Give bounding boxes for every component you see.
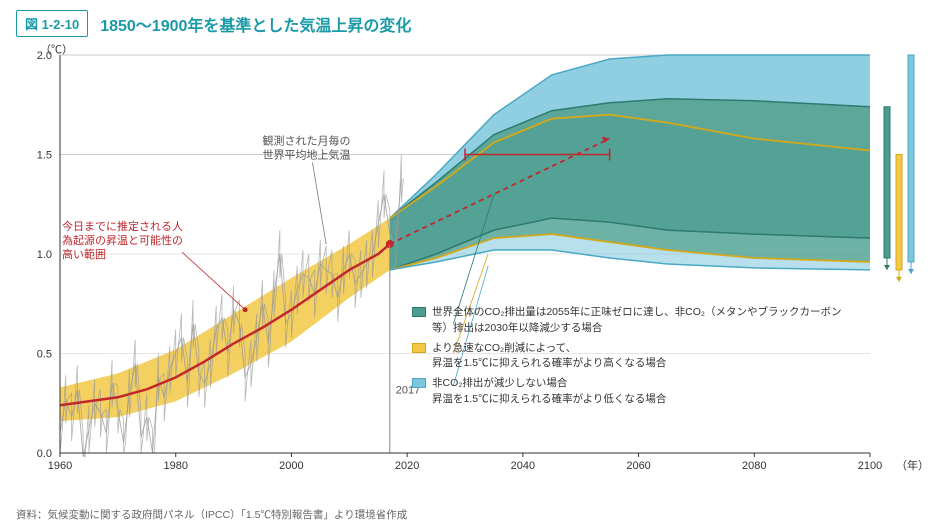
svg-text:観測された月毎の: 観測された月毎の [263,134,351,148]
legend-item-yellow: より急速なCO₂削減によって、 昇温を1.5℃に抑えられる確率がより高くなる場合 [412,341,842,373]
svg-text:1.5: 1.5 [37,150,52,162]
svg-text:1980: 1980 [163,460,187,472]
svg-text:0.5: 0.5 [37,349,52,361]
svg-text:高い範囲: 高い範囲 [62,247,106,261]
svg-text:（℃）: （℃） [40,43,73,56]
svg-text:為起源の昇温と可能性の: 為起源の昇温と可能性の [62,233,183,247]
svg-text:1.0: 1.0 [37,249,52,261]
svg-text:世界平均地上気温: 世界平均地上気温 [263,148,351,162]
chart-svg: 0.00.51.01.52.0（℃）1960198020002020204020… [12,43,932,483]
svg-text:2040: 2040 [511,460,535,472]
svg-text:2080: 2080 [742,460,766,472]
svg-text:2060: 2060 [626,460,650,472]
header: 図 1-2-10 1850～1900年を基準とした気温上昇の変化 [0,0,946,43]
figure-badge: 図 1-2-10 [16,10,88,37]
source-text: 資料：気候変動に関する政府間パネル（IPCC）「1.5℃特別報告書」より環境省作… [16,507,407,522]
chart-container: 0.00.51.01.52.0（℃）1960198020002020204020… [12,43,932,483]
chart-title: 1850～1900年を基準とした気温上昇の変化 [100,12,411,36]
svg-text:2000: 2000 [279,460,303,472]
legend: 世界全体のCO₂排出量は2055年に正味ゼロに達し、非CO₂（メタンやブラックカ… [412,305,842,412]
swatch-teal [412,307,426,317]
svg-text:（年）: （年） [896,458,929,472]
svg-text:2100: 2100 [858,460,882,472]
svg-text:2020: 2020 [395,460,419,472]
legend-label-blue: 非CO₂排出が減少しない場合 昇温を1.5℃に抑えられる確率がより低くなる場合 [432,376,666,408]
legend-item-teal: 世界全体のCO₂排出量は2055年に正味ゼロに達し、非CO₂（メタンやブラックカ… [412,305,842,337]
svg-text:今日までに推定される人: 今日までに推定される人 [62,219,183,233]
svg-text:1960: 1960 [48,460,72,472]
svg-text:0.0: 0.0 [37,448,52,460]
swatch-yellow [412,343,426,353]
legend-item-blue: 非CO₂排出が減少しない場合 昇温を1.5℃に抑えられる確率がより低くなる場合 [412,376,842,408]
legend-label-teal: 世界全体のCO₂排出量は2055年に正味ゼロに達し、非CO₂（メタンやブラックカ… [432,305,842,337]
legend-label-yellow: より急速なCO₂削減によって、 昇温を1.5℃に抑えられる確率がより高くなる場合 [432,341,666,373]
swatch-blue [412,378,426,388]
